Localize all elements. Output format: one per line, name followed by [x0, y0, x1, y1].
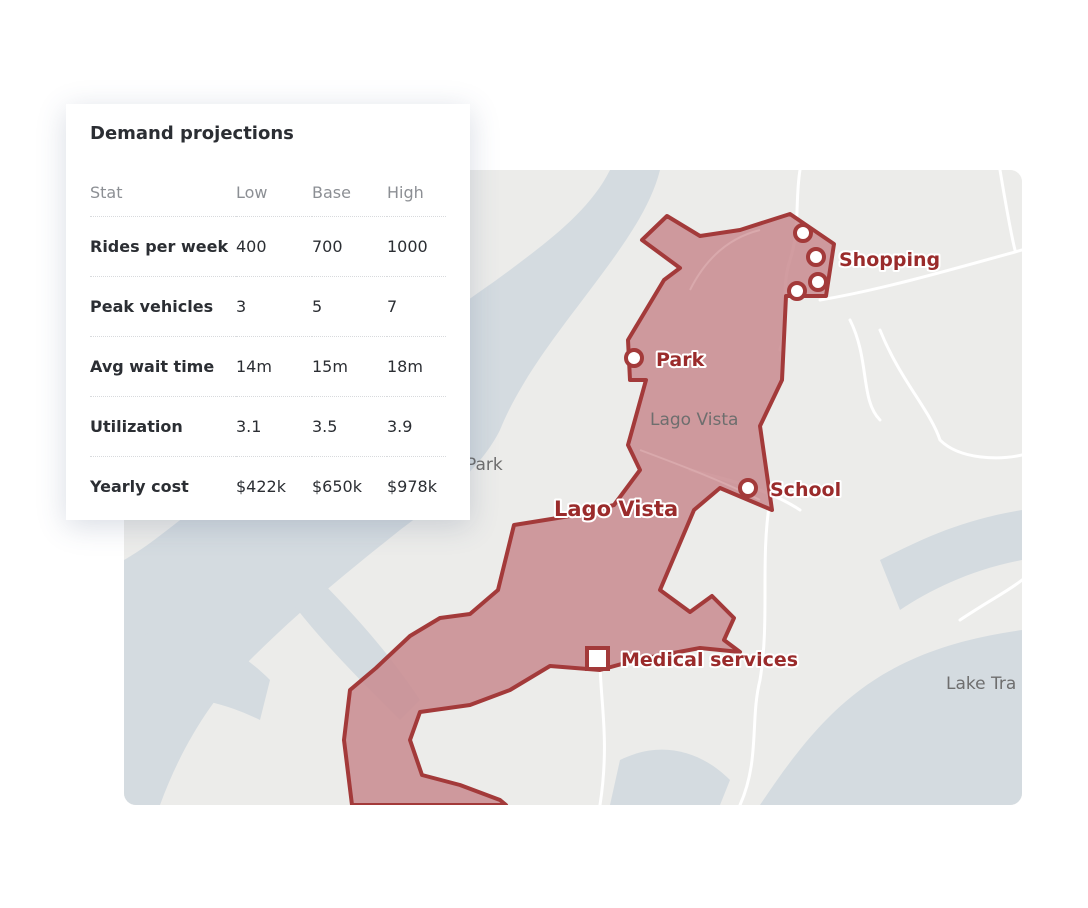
row-low: 3.1: [236, 396, 312, 457]
map-label-lake: Lake Tra: [946, 674, 1016, 694]
demand-table: Stat Low Base High Rides per week 400 70…: [90, 168, 446, 516]
row-low: 14m: [236, 336, 312, 397]
row-stat: Rides per week: [90, 216, 236, 277]
demand-projections-panel: Demand projections Stat Low Base High Ri…: [66, 104, 470, 520]
poi-marker-school[interactable]: [738, 478, 758, 498]
row-stat: Peak vehicles: [90, 276, 236, 337]
row-base: 5: [312, 276, 387, 337]
table-header-row: Stat Low Base High: [90, 168, 446, 217]
shopping-marker-2[interactable]: [806, 247, 826, 267]
column-header-high: High: [387, 168, 446, 217]
poi-label-school: School: [770, 479, 841, 501]
row-high: $978k: [387, 477, 437, 496]
poi-shopping-markers[interactable]: [787, 223, 828, 301]
table-row: Utilization 3.1 3.5 3.9: [90, 396, 446, 457]
map-label-park: Park: [466, 455, 503, 475]
row-low: 400: [236, 216, 312, 277]
shopping-marker-1[interactable]: [793, 223, 813, 243]
row-stat: Yearly cost: [90, 477, 189, 496]
row-low: 3: [236, 276, 312, 337]
row-base: $650k: [312, 477, 362, 496]
row-base: 3.5: [312, 396, 387, 457]
poi-marker-medical[interactable]: [585, 646, 610, 671]
table-row: Yearly cost $422k $650k $978k: [90, 457, 446, 517]
service-area-label: Lago Vista: [554, 497, 678, 521]
row-stat: Avg wait time: [90, 336, 236, 397]
table-row: Peak vehicles 3 5 7: [90, 276, 446, 337]
poi-label-medical: Medical services: [621, 649, 798, 671]
table-row: Rides per week 400 700 1000: [90, 216, 446, 277]
column-header-low: Low: [236, 168, 312, 217]
column-header-stat: Stat: [90, 168, 236, 217]
row-high: 3.9: [387, 396, 446, 457]
poi-marker-park[interactable]: [624, 348, 644, 368]
poi-label-park: Park: [656, 349, 705, 371]
shopping-marker-4[interactable]: [787, 281, 807, 301]
panel-title: Demand projections: [90, 123, 294, 144]
poi-label-shopping: Shopping: [839, 249, 940, 271]
column-header-base: Base: [312, 168, 387, 217]
row-high: 18m: [387, 336, 446, 397]
row-base: 700: [312, 216, 387, 277]
service-area-polygon[interactable]: [342, 212, 836, 805]
table-row: Avg wait time 14m 15m 18m: [90, 336, 446, 397]
row-stat: Utilization: [90, 396, 236, 457]
row-high: 7: [387, 276, 446, 337]
map-label-town: Lago Vista: [650, 410, 738, 430]
road-inside-zone: [689, 229, 761, 291]
row-low: $422k: [236, 477, 286, 496]
row-high: 1000: [387, 216, 446, 277]
row-base: 15m: [312, 336, 387, 397]
shopping-marker-3[interactable]: [808, 272, 828, 292]
